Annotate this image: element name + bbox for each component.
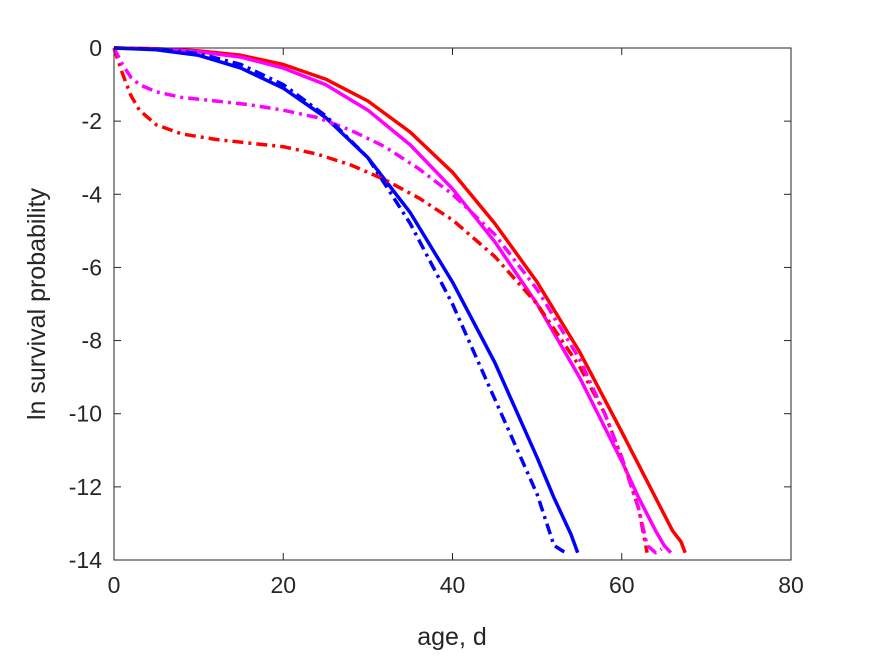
x-tick-label: 60 xyxy=(609,572,635,598)
y-axis-title: ln survival probability xyxy=(23,187,51,420)
x-axis-title: age, d xyxy=(417,623,487,651)
tick-labels-layer: 0 20 40 60 80 0 -2 -4 -6 -8 -10 -12 -14 xyxy=(69,35,804,598)
y-tick-label: -10 xyxy=(69,401,102,427)
y-tick-label: 0 xyxy=(89,35,102,61)
x-tick-label: 80 xyxy=(778,572,804,598)
y-tick-label: -2 xyxy=(82,108,102,134)
series-line-5 xyxy=(112,47,663,555)
x-tick-label: 20 xyxy=(270,572,296,598)
y-tick-label: -4 xyxy=(82,181,103,207)
series-layer xyxy=(112,46,687,555)
series-line-2 xyxy=(113,46,673,554)
y-tick-label: -6 xyxy=(82,254,102,280)
y-tick-label: -8 xyxy=(82,328,102,354)
series-line-4 xyxy=(112,47,649,554)
ticks-layer xyxy=(113,47,792,561)
y-tick-label: -14 xyxy=(69,547,102,573)
y-tick-label: -12 xyxy=(69,474,102,500)
series-line-3 xyxy=(113,46,580,554)
x-tick-label: 0 xyxy=(108,572,121,598)
x-tick-label: 40 xyxy=(440,572,466,598)
